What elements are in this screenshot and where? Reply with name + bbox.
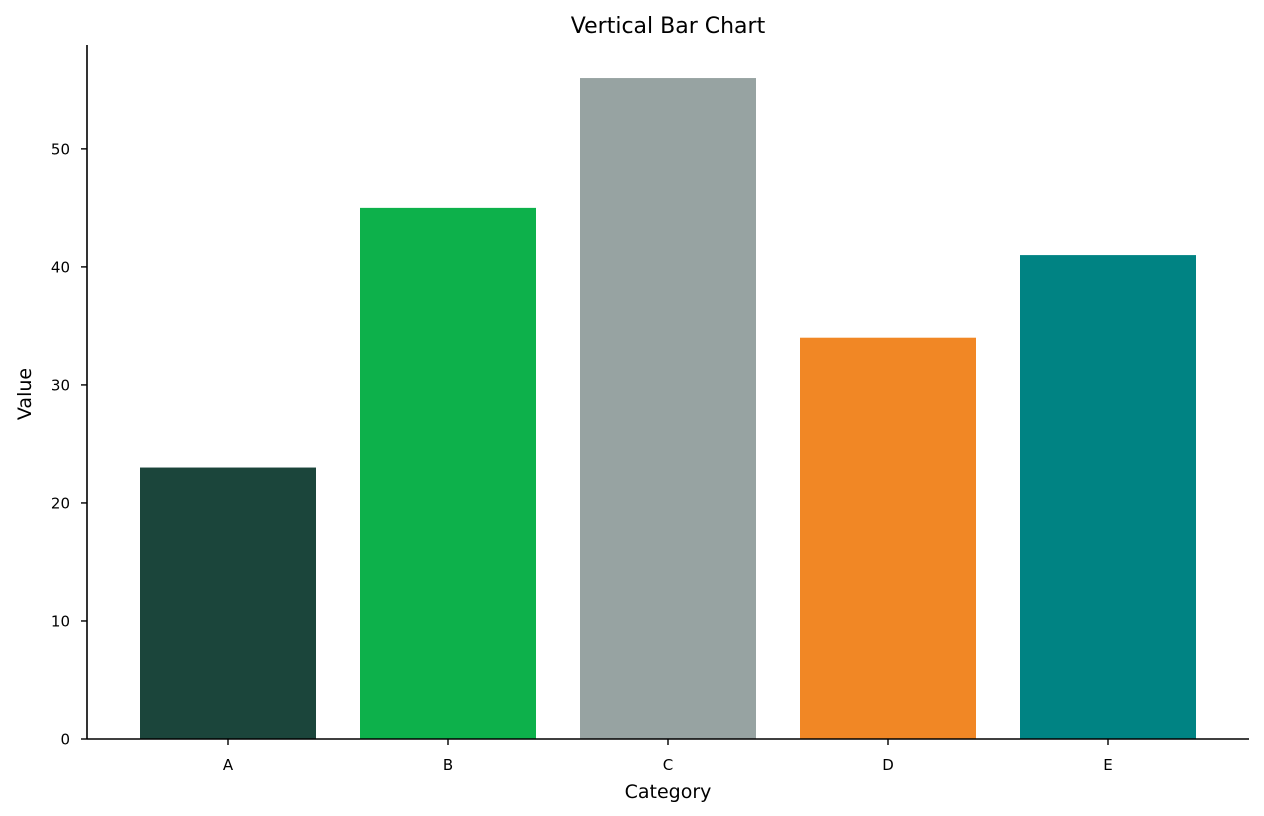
y-axis-ticks: 0 10 20 30 40 50 bbox=[51, 140, 87, 749]
chart-title: Vertical Bar Chart bbox=[571, 14, 766, 39]
y-tick-label: 10 bbox=[51, 612, 70, 630]
bar-e bbox=[1020, 255, 1196, 739]
y-tick-label: 0 bbox=[60, 731, 70, 749]
y-tick-label: 20 bbox=[51, 494, 70, 512]
bar-a bbox=[140, 467, 316, 739]
x-tick-label: E bbox=[1103, 756, 1112, 774]
x-axis-label: Category bbox=[625, 781, 712, 803]
x-tick-label: B bbox=[443, 756, 453, 774]
bar-c bbox=[580, 78, 756, 740]
x-axis-ticks: A B C D E bbox=[223, 739, 1113, 774]
y-tick-label: 30 bbox=[51, 376, 70, 394]
bar-b bbox=[360, 207, 536, 739]
x-tick-label: C bbox=[663, 756, 673, 774]
y-axis-label: Value bbox=[14, 368, 36, 420]
bar-d bbox=[800, 337, 976, 739]
x-tick-label: A bbox=[223, 756, 234, 774]
y-tick-label: 50 bbox=[51, 140, 70, 158]
bars-group bbox=[140, 78, 1196, 740]
x-tick-label: D bbox=[882, 756, 894, 774]
y-tick-label: 40 bbox=[51, 258, 70, 276]
